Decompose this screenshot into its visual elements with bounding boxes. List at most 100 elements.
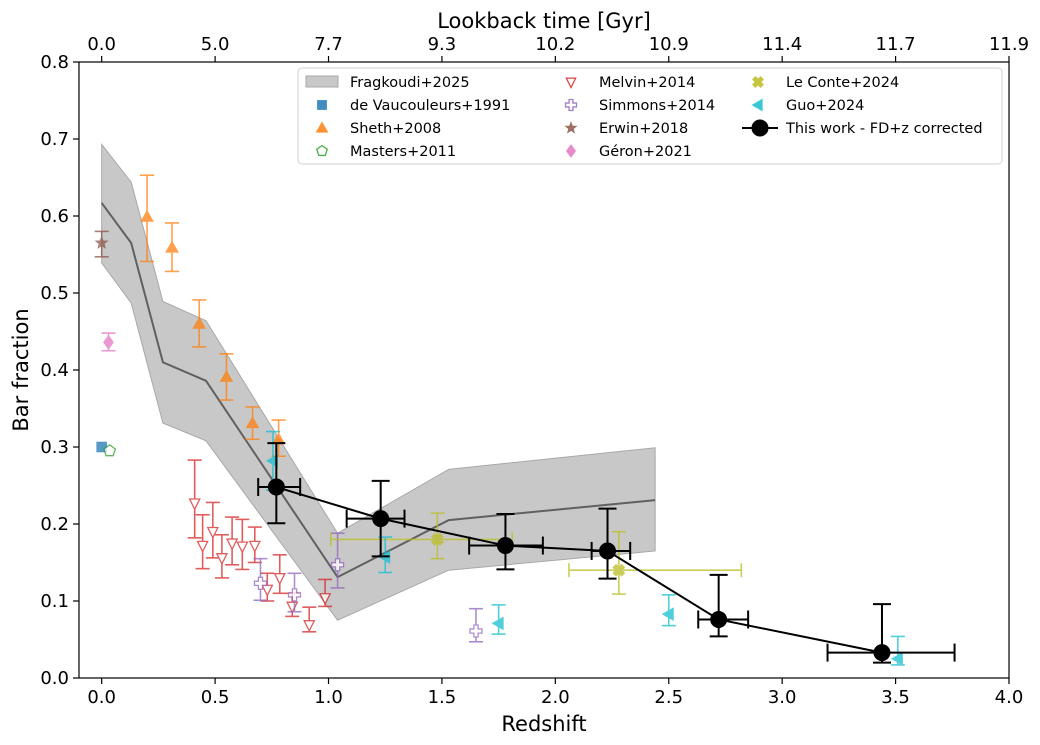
y-tick-label: 0.8	[40, 52, 69, 73]
top-x-tick-label: 11.7	[876, 34, 916, 55]
legend-marker-group	[317, 100, 327, 110]
data-point-simmons-2014	[469, 624, 483, 638]
data-point-sheth-2008	[219, 369, 234, 382]
data-point-melvin-2014	[236, 541, 249, 554]
data-point-melvin-2014	[286, 601, 299, 614]
top-x-tick-label: 10.2	[535, 34, 575, 55]
y-tick-label: 0.2	[40, 514, 69, 535]
legend-marker-group	[751, 98, 763, 112]
data-point-le-conte-2024	[430, 532, 444, 546]
legend-marker-group	[315, 121, 329, 133]
legend-label: Sheth+2008	[350, 121, 441, 137]
data-point-sheth-2008	[245, 416, 260, 429]
series-simmons-2014	[253, 532, 483, 643]
top-axis-title: Lookback time [Gyr]	[437, 9, 651, 33]
x-axis-title: Redshift	[501, 712, 586, 736]
x-tick-label: 0.0	[87, 687, 116, 708]
data-point-melvin-2014	[215, 553, 229, 566]
data-point-geron-2021	[103, 334, 114, 350]
legend-marker	[751, 98, 763, 112]
legend-marker	[565, 77, 577, 89]
data-point-guo-2024	[661, 607, 674, 621]
legend-label: Melvin+2014	[599, 75, 695, 91]
data-point-guo-2024	[265, 453, 278, 468]
legend-label: Erwin+2018	[599, 121, 688, 137]
legend-marker-group	[752, 76, 764, 88]
series-masters-2011	[103, 444, 117, 457]
series-sheth-2008	[140, 174, 286, 458]
x-tick-label: 2.5	[654, 687, 683, 708]
legend-marker	[751, 119, 769, 137]
legend-label: Masters+2011	[350, 144, 456, 160]
x-tick-label: 1.0	[314, 687, 343, 708]
legend-marker	[316, 144, 328, 157]
legend-item-sheth-2008: Sheth+2008	[315, 121, 441, 137]
top-x-tick-label: 11.4	[762, 34, 802, 55]
x-tick-label: 1.5	[428, 687, 457, 708]
legend-item-geron-2021: Géron+2021	[565, 144, 692, 160]
legend-marker-group	[564, 98, 578, 112]
legend-item-le-conte-2024: Le Conte+2024	[752, 75, 899, 91]
legend-label: Guo+2024	[786, 98, 864, 114]
data-point-melvin-2014	[303, 620, 316, 633]
x-tick-label: 0.5	[201, 687, 230, 708]
fragkoudi-band-layer	[100, 142, 656, 621]
legend-marker	[565, 144, 577, 158]
series-this-work-fd-z-corrected	[257, 442, 956, 664]
series-geron-2021	[101, 332, 116, 352]
top-x-tick-label: 5.0	[201, 34, 230, 55]
x-tick-label: 4.0	[995, 687, 1024, 708]
y-tick-label: 0.6	[40, 206, 69, 227]
y-tick-label: 0.5	[40, 283, 69, 304]
data-point-sheth-2008	[165, 240, 179, 253]
data-point-erwin-2018	[94, 235, 109, 249]
legend-marker-group	[564, 121, 578, 134]
legend-item-fragkoudi-2025: Fragkoudi+2025	[305, 75, 470, 91]
data-point-melvin-2014	[188, 498, 201, 511]
legend-marker	[315, 121, 329, 133]
legend-item-de-vaucouleurs-1991: de Vaucouleurs+1991	[317, 98, 510, 114]
y-axis-title: Bar fraction	[9, 308, 33, 431]
top-x-tick-label: 0.0	[87, 34, 116, 55]
legend-marker	[564, 98, 578, 112]
data-point-melvin-2014	[206, 526, 219, 540]
ticks-layer: 0.0 0.5 1.0 1.5 2.0 2.5 3.0 3.5 4.0 0.0 5.0 7.7 9.3 1…	[40, 34, 1029, 708]
top-x-tick-label: 11.9	[989, 34, 1029, 55]
legend-item-melvin-2014: Melvin+2014	[565, 75, 695, 91]
data-point-this-work-fd-z-corrected	[710, 610, 728, 628]
x-tick-label: 2.0	[541, 687, 570, 708]
band-area	[101, 142, 656, 621]
legend-marker	[564, 121, 578, 134]
legend-marker-group	[565, 144, 577, 158]
legend-box	[297, 67, 1003, 165]
legend-label: Simmons+2014	[599, 98, 715, 114]
legend: Fragkoudi+2025 de Vaucouleurs+1991 Sheth+2…	[297, 67, 1003, 165]
legend-item-erwin-2018: Erwin+2018	[564, 121, 688, 137]
data-point-sheth-2008	[140, 209, 154, 222]
legend-item-guo-2024: Guo+2024	[751, 98, 864, 114]
series-layer	[94, 174, 956, 666]
series-erwin-2018	[94, 230, 109, 258]
data-point-melvin-2014	[261, 584, 274, 597]
y-tick-label: 0.0	[40, 668, 69, 689]
data-point-this-work-fd-z-corrected	[372, 510, 390, 528]
legend-marker-group	[565, 77, 577, 89]
data-point-melvin-2014	[273, 573, 286, 586]
data-point-masters-2011	[103, 444, 117, 457]
data-point-simmons-2014	[330, 558, 345, 572]
top-x-tick-label: 7.7	[314, 34, 343, 55]
top-x-tick-label: 9.3	[428, 34, 457, 55]
legend-marker	[752, 76, 764, 88]
legend-item-masters-2011: Masters+2011	[316, 144, 456, 160]
top-x-tick-label: 10.9	[649, 34, 689, 55]
legend-label: Le Conte+2024	[786, 75, 899, 91]
data-point-guo-2024	[890, 651, 903, 666]
y-tick-label: 0.1	[40, 591, 69, 612]
legend-marker	[317, 100, 327, 110]
legend-label: Géron+2021	[599, 144, 692, 160]
legend-swatch-band	[305, 75, 339, 88]
legend-label: This work - FD+z corrected	[785, 121, 983, 137]
y-tick-label: 0.3	[40, 437, 69, 458]
data-point-sheth-2008	[192, 316, 207, 329]
